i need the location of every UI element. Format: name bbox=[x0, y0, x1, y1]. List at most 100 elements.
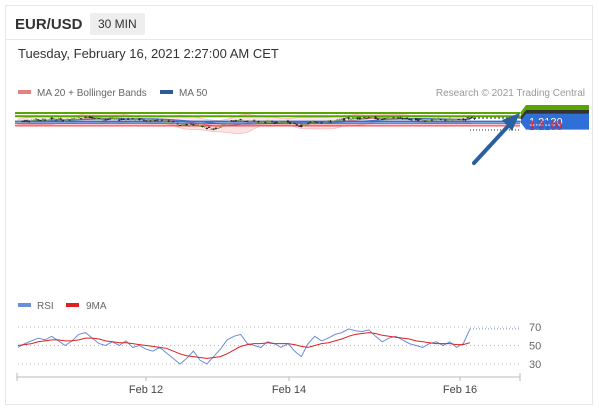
price-level-label-1.2110: 1.2110 bbox=[529, 119, 562, 131]
candle-body bbox=[430, 119, 433, 121]
candle-body bbox=[50, 117, 53, 120]
candle-body bbox=[340, 118, 343, 121]
candle-body bbox=[232, 120, 236, 122]
candle-body bbox=[97, 118, 101, 119]
price-level-label-1.2120: 1.2120 bbox=[529, 117, 563, 129]
candle-body bbox=[270, 121, 274, 123]
candle-body bbox=[34, 118, 38, 121]
candle-body bbox=[275, 121, 278, 124]
candle-body bbox=[46, 120, 49, 122]
candle-body bbox=[174, 123, 177, 125]
candle-body bbox=[347, 117, 350, 119]
candle-body bbox=[295, 124, 298, 126]
candle-body bbox=[453, 119, 456, 121]
candle-body bbox=[315, 122, 319, 123]
candle-body bbox=[100, 117, 103, 120]
candle-body bbox=[291, 122, 294, 124]
candle-body bbox=[214, 127, 218, 129]
candle-body bbox=[203, 126, 206, 128]
candle-body bbox=[257, 121, 260, 123]
ma50-legend-label: MA 50 bbox=[179, 88, 208, 99]
candle-body bbox=[473, 118, 476, 120]
candle-body bbox=[207, 126, 211, 128]
candle-body bbox=[306, 123, 310, 125]
candle-body bbox=[259, 121, 263, 124]
candle-body bbox=[32, 119, 35, 121]
candle-body bbox=[464, 119, 467, 121]
candle-body bbox=[124, 119, 128, 121]
candle-body bbox=[417, 118, 420, 121]
candle-body bbox=[450, 119, 454, 121]
candle-body bbox=[300, 124, 303, 128]
candle-body bbox=[165, 121, 168, 123]
candle-body bbox=[320, 122, 323, 124]
candle-body bbox=[252, 120, 256, 122]
candle-body bbox=[446, 119, 449, 121]
candle-body bbox=[82, 116, 85, 118]
candle-body bbox=[113, 118, 116, 120]
candle-body bbox=[237, 120, 240, 122]
candle-body bbox=[25, 120, 29, 122]
candle-body bbox=[435, 118, 438, 120]
candle-body bbox=[318, 122, 321, 124]
candle-body bbox=[297, 125, 301, 127]
candle-body bbox=[441, 119, 445, 121]
candle-body bbox=[243, 121, 247, 122]
candle-body bbox=[28, 121, 31, 123]
candle-body bbox=[279, 122, 283, 124]
candle-body bbox=[196, 124, 200, 126]
candle-body bbox=[457, 119, 460, 120]
candle-body bbox=[160, 119, 164, 121]
timeframe-badge[interactable]: 30 MIN bbox=[90, 13, 145, 35]
candle-body bbox=[163, 120, 166, 122]
rsi-ma-legend-swatch bbox=[66, 303, 79, 307]
widget-header: EUR/USD 30 MIN bbox=[6, 6, 592, 40]
candle-body bbox=[277, 121, 281, 123]
candle-body bbox=[329, 121, 332, 123]
candle-body bbox=[216, 127, 220, 129]
candle-body bbox=[437, 118, 440, 120]
candle-body bbox=[462, 119, 465, 121]
candle-body bbox=[264, 122, 267, 124]
candle-body bbox=[246, 120, 249, 122]
candle-body bbox=[241, 120, 245, 122]
candle-body bbox=[73, 118, 76, 120]
candle-body bbox=[169, 121, 173, 123]
candle-body bbox=[403, 118, 406, 120]
candle-body bbox=[432, 118, 436, 121]
candle-body bbox=[266, 120, 269, 123]
candle-body bbox=[414, 118, 418, 121]
candle-body bbox=[309, 121, 312, 123]
candle-body bbox=[61, 119, 65, 122]
candle-body bbox=[93, 117, 96, 119]
candle-body bbox=[192, 124, 195, 126]
candle-body bbox=[336, 119, 339, 121]
rsi-level-label-30: 30 bbox=[529, 359, 541, 371]
candle-body bbox=[64, 120, 67, 122]
candle-body bbox=[327, 120, 330, 122]
forecast-arrow bbox=[472, 113, 520, 165]
widget-frame bbox=[5, 5, 593, 405]
candle-body bbox=[410, 119, 413, 121]
candle-body bbox=[304, 123, 307, 125]
candle-body bbox=[194, 124, 197, 126]
candle-body bbox=[311, 121, 314, 124]
rsi-level-label-50: 50 bbox=[529, 341, 541, 353]
candle-body bbox=[338, 119, 341, 121]
candle-body bbox=[286, 120, 290, 123]
candle-body bbox=[351, 117, 355, 119]
candle-body bbox=[57, 118, 60, 120]
candle-body bbox=[401, 118, 404, 120]
ma50-legend-swatch bbox=[160, 90, 173, 94]
candle-body bbox=[149, 120, 152, 122]
x-tick-label: Feb 12 bbox=[129, 384, 163, 396]
candle-body bbox=[405, 117, 409, 120]
candle-body bbox=[372, 116, 375, 118]
candle-body bbox=[349, 118, 352, 120]
candle-body bbox=[408, 118, 411, 120]
candle-body bbox=[358, 117, 361, 120]
candle-body bbox=[140, 118, 143, 120]
candle-body bbox=[178, 125, 182, 126]
candle-body bbox=[138, 118, 141, 121]
